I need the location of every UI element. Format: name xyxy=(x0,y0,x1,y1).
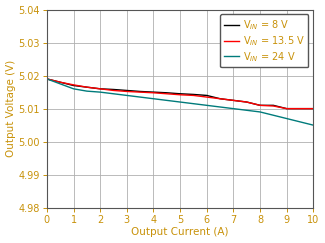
X-axis label: Output Current (A): Output Current (A) xyxy=(131,227,229,237)
Y-axis label: Output Voltage (V): Output Voltage (V) xyxy=(6,60,16,157)
Legend: V$_{IN}$ = 8 V, V$_{IN}$ = 13.5 V, V$_{IN}$ = 24 V: V$_{IN}$ = 8 V, V$_{IN}$ = 13.5 V, V$_{I… xyxy=(220,14,308,68)
